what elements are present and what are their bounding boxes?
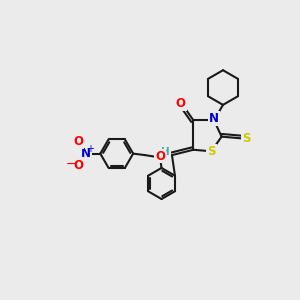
Text: +: + [86, 144, 94, 154]
Text: O: O [155, 149, 165, 163]
Text: H: H [161, 147, 170, 157]
Text: S: S [242, 132, 250, 145]
Text: −: − [66, 158, 76, 171]
Text: N: N [81, 146, 91, 160]
Text: S: S [207, 146, 216, 158]
Text: N: N [209, 112, 219, 125]
Text: O: O [176, 97, 186, 110]
Text: O: O [74, 159, 83, 172]
Text: O: O [74, 136, 83, 148]
